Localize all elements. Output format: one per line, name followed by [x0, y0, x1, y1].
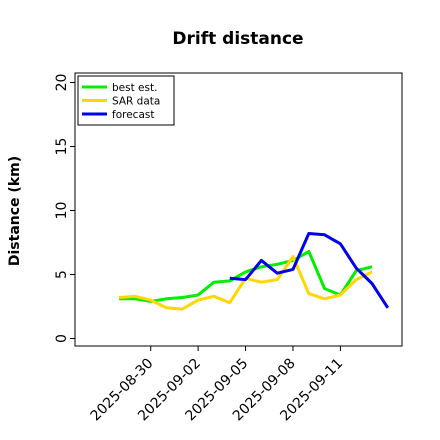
y-tick-label: 15	[54, 138, 70, 156]
y-tick-label: 10	[54, 202, 70, 220]
legend-entry: best est.	[112, 82, 157, 94]
plot-area: 051015202025-08-302025-09-022025-09-0520…	[54, 72, 403, 424]
chart-title: Drift distance	[172, 29, 303, 49]
legend-box	[77, 75, 175, 126]
plot-frame	[74, 72, 403, 347]
legend-entry: SAR data	[112, 96, 160, 108]
legend-entry: forecast	[112, 109, 154, 121]
series-line-forecast	[229, 232, 390, 309]
y-axis-label: Distance (km)	[7, 156, 23, 266]
y-tick-label: 20	[54, 74, 70, 92]
y-tick-label: 5	[54, 270, 70, 279]
series-line-best-est-	[119, 250, 373, 303]
y-tick-label: 0	[54, 334, 70, 343]
